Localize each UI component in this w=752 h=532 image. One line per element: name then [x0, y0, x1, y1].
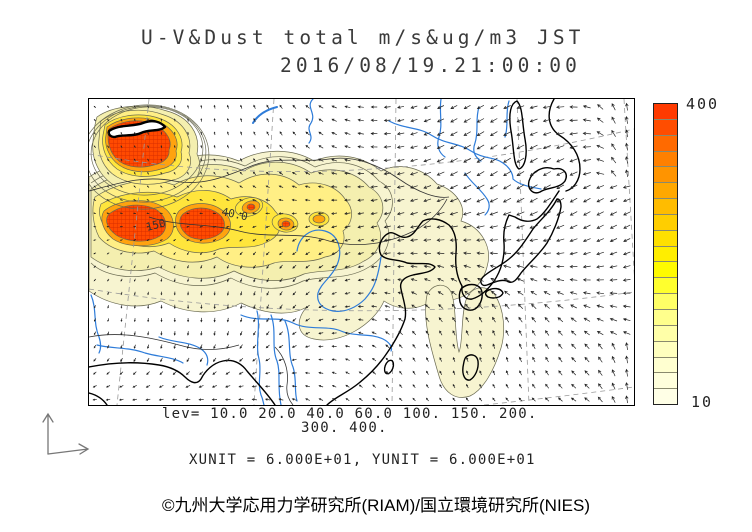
colorbar-segment	[654, 135, 677, 152]
figure-title: U-V&Dust total m/s&ug/m3 JST	[141, 26, 585, 49]
unit-scale-text: XUNIT = 6.000E+01, YUNIT = 6.000E+01	[189, 452, 536, 468]
dust-plume-fills	[89, 104, 505, 398]
colorbar-segment	[654, 325, 677, 342]
colorbar	[653, 103, 678, 405]
copyright-text: ©九州大学応用力学研究所(RIAM)/国立環境研究所(NIES)	[161, 496, 591, 515]
colorbar-segment	[654, 104, 677, 120]
contour-label: 150	[145, 216, 167, 233]
colorbar-segment	[654, 262, 677, 279]
colorbar-segment	[654, 214, 677, 231]
colorbar-segment	[654, 183, 677, 200]
colorbar-segment	[654, 309, 677, 326]
colorbar-segment	[654, 294, 677, 310]
y-unit-arrow-icon	[42, 412, 54, 455]
contour-label: 40.0	[220, 205, 249, 223]
colorbar-segment	[654, 357, 677, 374]
colorbar-segment	[654, 119, 677, 136]
wind-arrows-path	[92, 102, 631, 404]
colorbar-segment	[654, 278, 677, 295]
latlon-grid	[89, 99, 634, 405]
figure-timestamp: 2016/08/19.21:00:00	[280, 54, 581, 77]
contour-value-labels: 150 40.0	[145, 205, 249, 234]
wind-vector-field	[92, 102, 631, 404]
colorbar-segment	[654, 167, 677, 184]
contour-levels-line1: lev= 10.0 20.0 40.0 60.0 100. 150. 200.	[162, 406, 538, 422]
colorbar-segment	[654, 341, 677, 358]
colorbar-segment	[654, 199, 677, 215]
colorbar-segment	[654, 389, 677, 405]
colorbar-segment	[654, 230, 677, 247]
rivers	[90, 99, 542, 405]
colorbar-segment	[654, 151, 677, 168]
x-unit-arrow-icon	[47, 443, 90, 455]
colorbar-max-label: 400	[686, 95, 720, 113]
country-borders	[89, 157, 450, 405]
colorbar-segment	[654, 373, 677, 390]
contour-levels-line2: 300. 400.	[301, 420, 388, 436]
colorbar-segment	[654, 246, 677, 263]
unit-vector-legend	[42, 412, 90, 455]
map-area: 150 40.0	[88, 98, 635, 406]
coastlines	[89, 99, 581, 405]
colorbar-min-label: 10	[691, 393, 714, 411]
dust-map-svg: 150 40.0	[89, 99, 634, 405]
